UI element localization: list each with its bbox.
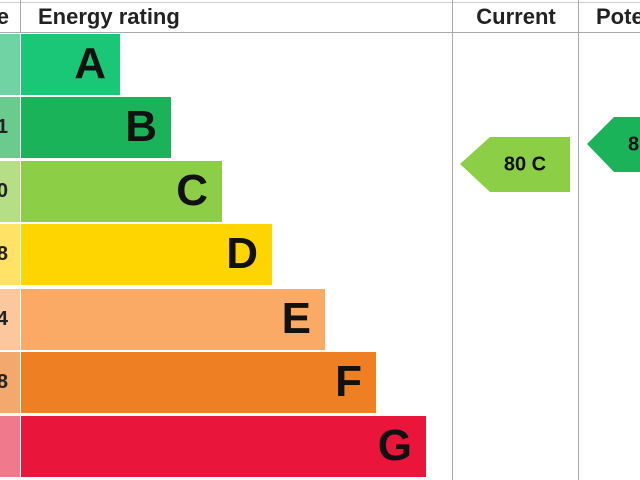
- score-cell: [0, 97, 20, 158]
- rating-bar: [21, 34, 120, 95]
- rating-letter: D: [226, 229, 258, 278]
- rating-letter: A: [74, 39, 106, 88]
- score-range: 0: [0, 180, 8, 202]
- score-cell: [0, 161, 20, 222]
- rating-letter: F: [335, 357, 362, 406]
- score-range: 8: [0, 371, 8, 393]
- potential-arrow: [587, 117, 640, 172]
- score-cell: [0, 416, 20, 477]
- rating-bar: [21, 416, 426, 477]
- score-range: 4: [0, 308, 9, 330]
- rating-bar: [21, 352, 376, 413]
- score-range: 8: [0, 243, 8, 265]
- rating-letter: E: [282, 294, 311, 343]
- score-header: e: [0, 4, 9, 29]
- rating-bar: [21, 289, 325, 350]
- rating-bar: [21, 224, 272, 285]
- current-header: Current: [476, 4, 556, 29]
- current-label: 80 C: [504, 153, 546, 175]
- score-range: 1: [0, 116, 8, 138]
- rating-letter: B: [125, 102, 157, 151]
- potential-label: 8: [628, 133, 639, 155]
- rating-bar: [21, 161, 222, 222]
- score-cell: [0, 224, 20, 285]
- rating-header: Energy rating: [38, 4, 180, 29]
- rating-letter: C: [176, 166, 208, 215]
- score-cell: [0, 289, 20, 350]
- potential-header: Pote: [596, 4, 640, 29]
- current-arrow: [460, 137, 570, 192]
- score-cell: [0, 34, 20, 95]
- rating-letter: G: [378, 421, 412, 470]
- rating-bar: [21, 97, 171, 158]
- score-cell: [0, 352, 20, 413]
